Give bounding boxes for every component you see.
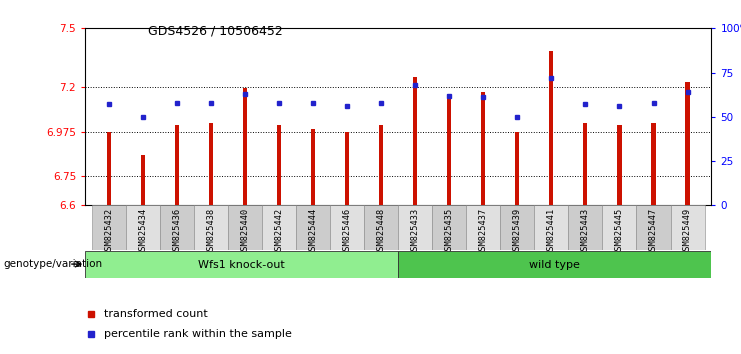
Text: GSM825449: GSM825449 xyxy=(683,207,692,255)
Bar xyxy=(399,205,432,250)
Text: GSM825438: GSM825438 xyxy=(207,207,216,255)
Bar xyxy=(311,129,315,205)
Bar xyxy=(534,205,568,250)
Text: wild type: wild type xyxy=(529,259,580,270)
Text: transformed count: transformed count xyxy=(104,309,207,319)
Bar xyxy=(482,92,485,205)
Bar xyxy=(549,51,554,205)
Text: percentile rank within the sample: percentile rank within the sample xyxy=(104,329,292,339)
Bar xyxy=(365,205,399,250)
Text: GSM825442: GSM825442 xyxy=(275,207,284,255)
Bar xyxy=(602,205,637,250)
Text: GSM825433: GSM825433 xyxy=(411,207,420,255)
Bar xyxy=(277,125,282,205)
Text: GSM825448: GSM825448 xyxy=(376,207,386,255)
Bar xyxy=(466,205,500,250)
Bar xyxy=(209,123,213,205)
Text: GSM825446: GSM825446 xyxy=(343,207,352,255)
Text: Wfs1 knock-out: Wfs1 knock-out xyxy=(199,259,285,270)
Bar xyxy=(685,82,690,205)
Bar xyxy=(432,205,466,250)
Text: GDS4526 / 10506452: GDS4526 / 10506452 xyxy=(148,25,283,38)
Text: GSM825445: GSM825445 xyxy=(615,207,624,255)
Bar xyxy=(651,123,656,205)
Bar xyxy=(671,205,705,250)
Bar xyxy=(399,251,711,278)
Bar xyxy=(583,123,588,205)
Bar xyxy=(379,125,383,205)
Bar xyxy=(243,88,247,205)
Bar xyxy=(296,205,330,250)
Bar xyxy=(141,155,145,205)
Text: GSM825439: GSM825439 xyxy=(513,207,522,255)
Bar xyxy=(345,132,349,205)
Text: GSM825447: GSM825447 xyxy=(649,207,658,255)
Bar xyxy=(175,125,179,205)
Bar xyxy=(637,205,671,250)
Bar xyxy=(413,76,417,205)
Bar xyxy=(107,132,111,205)
Text: GSM825441: GSM825441 xyxy=(547,207,556,255)
Bar xyxy=(515,132,519,205)
Bar xyxy=(330,205,365,250)
Bar xyxy=(126,205,160,250)
Text: GSM825432: GSM825432 xyxy=(104,207,113,255)
Text: GSM825443: GSM825443 xyxy=(581,207,590,255)
Text: GSM825444: GSM825444 xyxy=(309,207,318,255)
Bar xyxy=(228,205,262,250)
Bar xyxy=(500,205,534,250)
Bar xyxy=(617,125,622,205)
Bar xyxy=(448,94,451,205)
Text: GSM825436: GSM825436 xyxy=(173,207,182,255)
Text: GSM825434: GSM825434 xyxy=(139,207,147,255)
Bar xyxy=(92,205,126,250)
Text: GSM825437: GSM825437 xyxy=(479,207,488,255)
Bar xyxy=(568,205,602,250)
Bar xyxy=(194,205,228,250)
Bar xyxy=(85,251,399,278)
Bar xyxy=(160,205,194,250)
Bar xyxy=(262,205,296,250)
Text: genotype/variation: genotype/variation xyxy=(4,259,103,269)
Text: GSM825440: GSM825440 xyxy=(241,207,250,255)
Text: GSM825435: GSM825435 xyxy=(445,207,453,255)
